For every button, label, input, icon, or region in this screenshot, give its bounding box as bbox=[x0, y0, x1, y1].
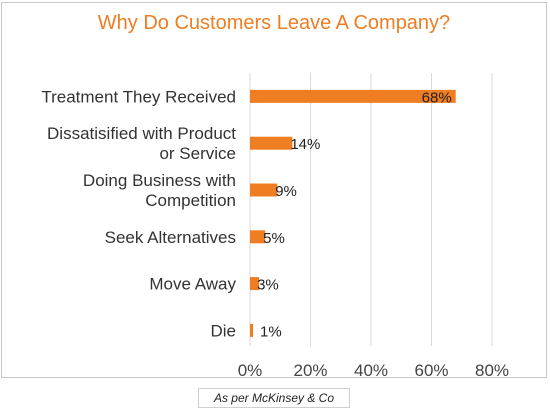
x-tick-label: 60% bbox=[414, 361, 448, 379]
x-tick-label: 0% bbox=[238, 361, 263, 379]
source-footnote: As per McKinsey & Co bbox=[198, 388, 350, 408]
bar bbox=[250, 323, 254, 337]
bar bbox=[250, 183, 278, 197]
bar bbox=[250, 89, 456, 103]
data-label: 3% bbox=[257, 277, 279, 294]
bar-chart: 0% 20% 40% 60% 80% Treatment They Received 68%… bbox=[41, 73, 509, 379]
chart-title: Why Do Customers Leave A Company? bbox=[97, 12, 451, 34]
chart-frame: Why Do Customers Leave A Company? 0% 20% 4… bbox=[1, 2, 547, 379]
x-tick-label: 40% bbox=[354, 361, 388, 379]
category-label: Competition bbox=[145, 191, 236, 210]
category-label: Treatment They Received bbox=[41, 87, 236, 106]
category-label: Die bbox=[210, 321, 236, 340]
category-label: Dissatisified with Product bbox=[47, 124, 236, 143]
data-label: 14% bbox=[290, 136, 320, 153]
bar bbox=[250, 277, 260, 291]
category-label: or Service bbox=[159, 144, 236, 163]
category-label: Seek Alternatives bbox=[105, 228, 236, 247]
category-label: Move Away bbox=[149, 275, 236, 294]
bar bbox=[250, 136, 293, 150]
data-label: 5% bbox=[263, 230, 285, 247]
data-label: 9% bbox=[275, 183, 297, 200]
x-tick-label: 20% bbox=[293, 361, 327, 379]
x-tick-label: 80% bbox=[475, 361, 509, 379]
data-label: 68% bbox=[422, 89, 452, 106]
data-label: 1% bbox=[260, 323, 282, 340]
bar bbox=[250, 230, 266, 244]
category-label: Doing Business with bbox=[83, 171, 236, 190]
